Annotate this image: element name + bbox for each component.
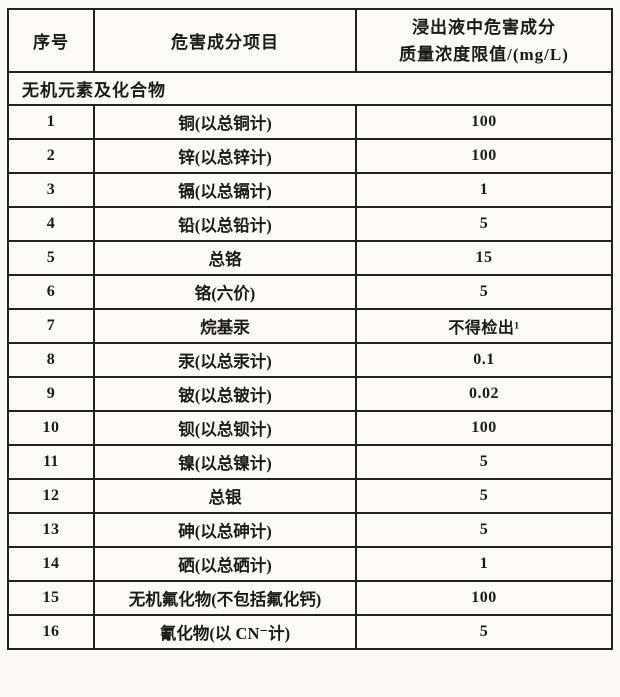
- header-limit-line1: 浸出液中危害成分: [412, 17, 556, 37]
- table-body: 无机元素及化合物 1 铜(以总铜计) 100 2 锌(以总锌计) 100 3 镉…: [7, 71, 613, 650]
- row-component-cell: 硒(以总硒计): [93, 546, 357, 582]
- row-component-cell: 钡(以总钡计): [93, 410, 357, 446]
- table-row: 10 钡(以总钡计) 100: [7, 410, 613, 446]
- table-row: 12 总银 5: [7, 478, 613, 514]
- limits-table: 序号 危害成分项目 浸出液中危害成分 质量浓度限值/(mg/L) 无机元素及化合…: [7, 8, 613, 650]
- row-serial-number-cell: 4: [7, 206, 95, 242]
- row-limit-cell: 100: [355, 138, 613, 174]
- row-limit-cell: 5: [355, 512, 613, 548]
- table-row: 2 锌(以总锌计) 100: [7, 138, 613, 174]
- row-limit-cell: 100: [355, 104, 613, 140]
- row-serial-number-cell: 5: [7, 240, 95, 276]
- row-component-cell: 镉(以总镉计): [93, 172, 357, 208]
- row-limit-cell: 15: [355, 240, 613, 276]
- row-component-cell: 烷基汞: [93, 308, 357, 344]
- table-row: 4 铅(以总铅计) 5: [7, 206, 613, 242]
- row-limit-cell: 5: [355, 478, 613, 514]
- row-serial-number-cell: 10: [7, 410, 95, 446]
- header-cell-concentration-limit: 浸出液中危害成分 质量浓度限值/(mg/L): [355, 8, 613, 73]
- row-serial-number-cell: 7: [7, 308, 95, 344]
- row-serial-number-cell: 8: [7, 342, 95, 378]
- row-limit-cell: 不得检出¹: [355, 308, 613, 344]
- table-row: 16 氰化物(以 CN⁻计) 5: [7, 614, 613, 650]
- row-component-cell: 镍(以总镍计): [93, 444, 357, 480]
- row-limit-cell: 5: [355, 274, 613, 310]
- header-cell-hazard-component: 危害成分项目: [93, 8, 357, 73]
- row-component-cell: 氰化物(以 CN⁻计): [93, 614, 357, 650]
- row-component-cell: 总铬: [93, 240, 357, 276]
- row-component-cell: 砷(以总砷计): [93, 512, 357, 548]
- table-row: 9 铍(以总铍计) 0.02: [7, 376, 613, 412]
- row-serial-number-cell: 15: [7, 580, 95, 616]
- table-row: 11 镍(以总镍计) 5: [7, 444, 613, 480]
- row-component-cell: 铅(以总铅计): [93, 206, 357, 242]
- row-serial-number-cell: 16: [7, 614, 95, 650]
- scanned-page: 序号 危害成分项目 浸出液中危害成分 质量浓度限值/(mg/L) 无机元素及化合…: [7, 8, 613, 650]
- row-serial-number-cell: 11: [7, 444, 95, 480]
- row-serial-number-cell: 14: [7, 546, 95, 582]
- row-limit-cell: 1: [355, 172, 613, 208]
- table-row: 3 镉(以总镉计) 1: [7, 172, 613, 208]
- row-serial-number-cell: 12: [7, 478, 95, 514]
- table-row: 5 总铬 15: [7, 240, 613, 276]
- row-limit-cell: 100: [355, 410, 613, 446]
- table-row: 14 硒(以总硒计) 1: [7, 546, 613, 582]
- row-component-cell: 铜(以总铜计): [93, 104, 357, 140]
- row-limit-cell: 5: [355, 206, 613, 242]
- row-limit-cell: 0.1: [355, 342, 613, 378]
- header-limit-line2: 质量浓度限值/(mg/L): [399, 44, 569, 64]
- header-cell-serial-number: 序号: [7, 8, 95, 73]
- table-row: 15 无机氟化物(不包括氟化钙) 100: [7, 580, 613, 616]
- row-serial-number-cell: 9: [7, 376, 95, 412]
- section-row: 无机元素及化合物: [7, 71, 613, 106]
- row-serial-number-cell: 6: [7, 274, 95, 310]
- row-component-cell: 锌(以总锌计): [93, 138, 357, 174]
- row-component-cell: 铍(以总铍计): [93, 376, 357, 412]
- row-component-cell: 无机氟化物(不包括氟化钙): [93, 580, 357, 616]
- table-row: 13 砷(以总砷计) 5: [7, 512, 613, 548]
- row-component-cell: 汞(以总汞计): [93, 342, 357, 378]
- header-row: 序号 危害成分项目 浸出液中危害成分 质量浓度限值/(mg/L): [7, 8, 613, 73]
- row-component-cell: 铬(六价): [93, 274, 357, 310]
- table-row: 1 铜(以总铜计) 100: [7, 104, 613, 140]
- row-serial-number-cell: 1: [7, 104, 95, 140]
- table-row: 8 汞(以总汞计) 0.1: [7, 342, 613, 378]
- section-label: 无机元素及化合物: [7, 71, 613, 106]
- row-limit-cell: 1: [355, 546, 613, 582]
- row-serial-number-cell: 2: [7, 138, 95, 174]
- table-row: 6 铬(六价) 5: [7, 274, 613, 310]
- row-limit-cell: 5: [355, 444, 613, 480]
- table-row: 7 烷基汞 不得检出¹: [7, 308, 613, 344]
- row-limit-cell: 0.02: [355, 376, 613, 412]
- row-limit-cell: 100: [355, 580, 613, 616]
- row-limit-cell: 5: [355, 614, 613, 650]
- row-serial-number-cell: 3: [7, 172, 95, 208]
- row-serial-number-cell: 13: [7, 512, 95, 548]
- row-component-cell: 总银: [93, 478, 357, 514]
